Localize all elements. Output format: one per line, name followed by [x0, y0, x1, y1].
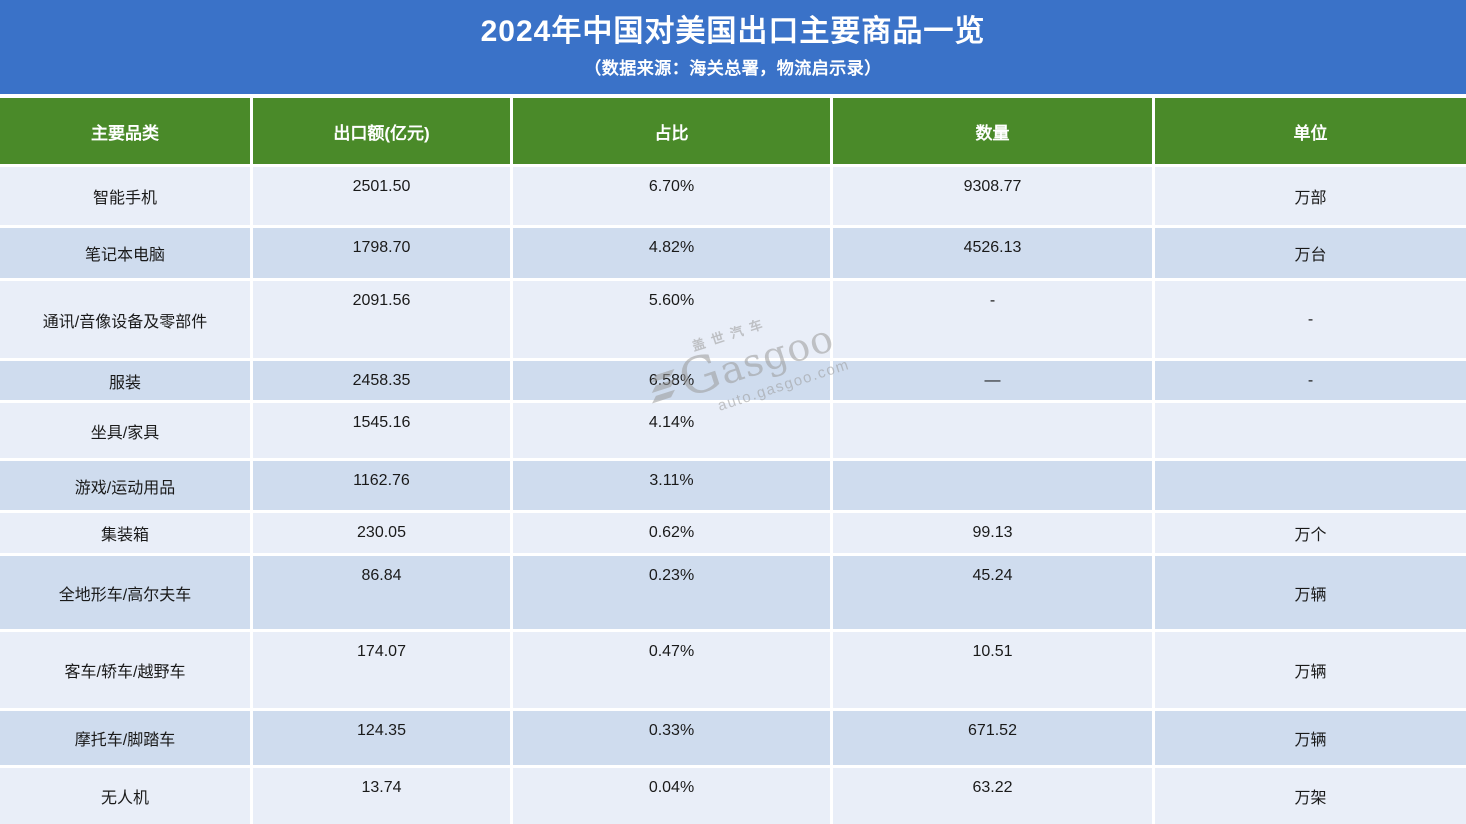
category-cell: 游戏/运动用品 [0, 461, 250, 510]
export-value-cell: 1162.76 [253, 461, 510, 510]
quantity-cell: 9308.77 [833, 167, 1152, 225]
quantity-cell: 4526.13 [833, 228, 1152, 278]
category-cell: 服装 [0, 361, 250, 400]
share-cell: 6.58% [513, 361, 830, 400]
share-cell: 0.33% [513, 711, 830, 765]
share-cell: 4.82% [513, 228, 830, 278]
table-row: 坐具/家具 1545.16 4.14% [0, 403, 1466, 458]
export-value-cell: 2501.50 [253, 167, 510, 225]
quantity-cell: - [833, 281, 1152, 358]
unit-cell: 万架 [1155, 768, 1466, 824]
quantity-cell: 45.24 [833, 556, 1152, 629]
table-row: 游戏/运动用品 1162.76 3.11% [0, 461, 1466, 510]
unit-cell: 万台 [1155, 228, 1466, 278]
export-value-cell: 1798.70 [253, 228, 510, 278]
unit-cell: 万个 [1155, 513, 1466, 553]
export-value-cell: 13.74 [253, 768, 510, 824]
export-value-cell: 1545.16 [253, 403, 510, 458]
share-cell: 3.11% [513, 461, 830, 510]
share-cell: 5.60% [513, 281, 830, 358]
page-title: 2024年中国对美国出口主要商品一览 [480, 14, 986, 48]
column-header-unit: 单位 [1155, 98, 1466, 164]
share-cell: 0.04% [513, 768, 830, 824]
unit-cell: - [1155, 281, 1466, 358]
column-header-export-value: 出口额(亿元) [253, 98, 510, 164]
share-cell: 0.62% [513, 513, 830, 553]
table-header-row: 主要品类 出口额(亿元) 占比 数量 单位 [0, 98, 1466, 164]
table-row: 智能手机 2501.50 6.70% 9308.77 万部 [0, 167, 1466, 225]
table-row: 摩托车/脚踏车 124.35 0.33% 671.52 万辆 [0, 711, 1466, 765]
unit-cell [1155, 403, 1466, 458]
quantity-cell: — [833, 361, 1152, 400]
table-row: 无人机 13.74 0.04% 63.22 万架 [0, 768, 1466, 824]
category-cell: 通讯/音像设备及零部件 [0, 281, 250, 358]
column-header-share: 占比 [513, 98, 830, 164]
table-row: 客车/轿车/越野车 174.07 0.47% 10.51 万辆 [0, 632, 1466, 708]
export-value-cell: 86.84 [253, 556, 510, 629]
category-cell: 集装箱 [0, 513, 250, 553]
table-body: 智能手机 2501.50 6.70% 9308.77 万部 笔记本电脑 1798… [0, 167, 1466, 824]
share-cell: 0.47% [513, 632, 830, 708]
export-value-cell: 230.05 [253, 513, 510, 553]
unit-cell: 万辆 [1155, 711, 1466, 765]
category-cell: 笔记本电脑 [0, 228, 250, 278]
quantity-cell [833, 461, 1152, 510]
category-cell: 客车/轿车/越野车 [0, 632, 250, 708]
unit-cell: 万辆 [1155, 632, 1466, 708]
table-row: 全地形车/高尔夫车 86.84 0.23% 45.24 万辆 [0, 556, 1466, 629]
quantity-cell [833, 403, 1152, 458]
category-cell: 全地形车/高尔夫车 [0, 556, 250, 629]
share-cell: 4.14% [513, 403, 830, 458]
title-banner: 2024年中国对美国出口主要商品一览 （数据来源：海关总署，物流启示录） [0, 0, 1466, 94]
share-cell: 6.70% [513, 167, 830, 225]
export-value-cell: 174.07 [253, 632, 510, 708]
quantity-cell: 99.13 [833, 513, 1152, 553]
export-value-cell: 124.35 [253, 711, 510, 765]
category-cell: 坐具/家具 [0, 403, 250, 458]
category-cell: 无人机 [0, 768, 250, 824]
quantity-cell: 10.51 [833, 632, 1152, 708]
quantity-cell: 63.22 [833, 768, 1152, 824]
unit-cell: 万部 [1155, 167, 1466, 225]
unit-cell [1155, 461, 1466, 510]
unit-cell: - [1155, 361, 1466, 400]
table-row: 集装箱 230.05 0.62% 99.13 万个 [0, 513, 1466, 553]
export-commodities-table: 主要品类 出口额(亿元) 占比 数量 单位 智能手机 2501.50 6.70%… [0, 98, 1466, 824]
data-source-subtitle: （数据来源：海关总署，物流启示录） [584, 59, 882, 79]
column-header-category: 主要品类 [0, 98, 250, 164]
column-header-quantity: 数量 [833, 98, 1152, 164]
table-row: 服装 2458.35 6.58% — - [0, 361, 1466, 400]
table-row: 笔记本电脑 1798.70 4.82% 4526.13 万台 [0, 228, 1466, 278]
table-row: 通讯/音像设备及零部件 2091.56 5.60% - - [0, 281, 1466, 358]
export-value-cell: 2458.35 [253, 361, 510, 400]
export-value-cell: 2091.56 [253, 281, 510, 358]
category-cell: 智能手机 [0, 167, 250, 225]
unit-cell: 万辆 [1155, 556, 1466, 629]
share-cell: 0.23% [513, 556, 830, 629]
category-cell: 摩托车/脚踏车 [0, 711, 250, 765]
quantity-cell: 671.52 [833, 711, 1152, 765]
